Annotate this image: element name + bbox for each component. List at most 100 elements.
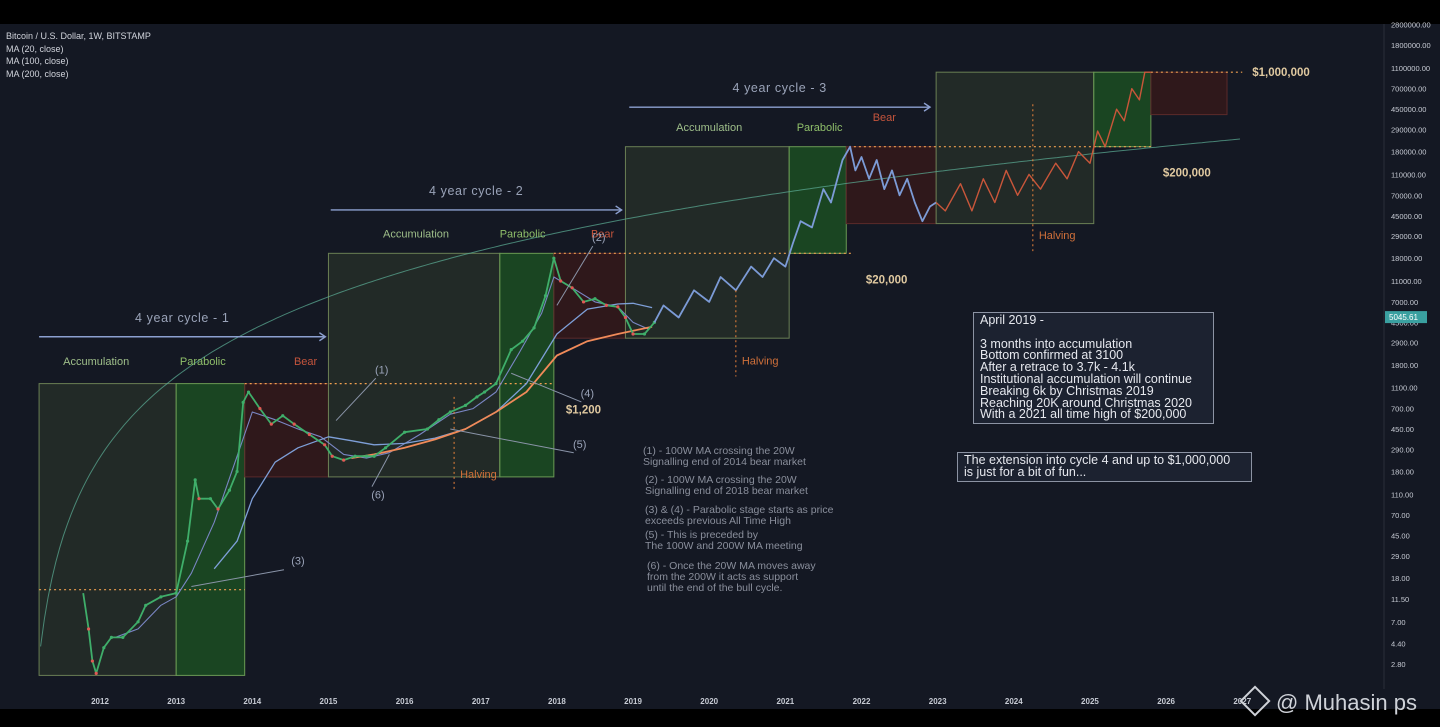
y-tick-label: 290.00 <box>1391 445 1414 454</box>
bear-label: Bear <box>591 229 615 241</box>
x-tick-label: 2025 <box>1081 697 1099 706</box>
y-tick-label: 11000.00 <box>1391 277 1422 286</box>
price-point <box>372 454 376 458</box>
note-2: (2) - 100W MA crossing the 20W Signallin… <box>645 474 808 497</box>
box1-line: Bottom confirmed at 3100 <box>980 348 1124 363</box>
price-point <box>593 297 597 301</box>
price-point <box>623 315 628 320</box>
cycle-label: 4 year cycle - 3 <box>732 81 826 95</box>
current-price-badge <box>1385 311 1427 324</box>
marker-pointer <box>450 428 574 454</box>
price-point <box>521 339 525 343</box>
price-point <box>437 418 441 422</box>
box1-line: Reaching 20K around Christmas 2020 <box>980 395 1192 410</box>
parabolic-label: Parabolic <box>797 122 843 134</box>
price-point <box>86 627 91 631</box>
price-point <box>208 497 213 501</box>
parabolic-label: Parabolic <box>500 229 546 241</box>
bear-zone-1 <box>244 383 329 478</box>
price-point <box>475 395 479 399</box>
accumulation-label: Accumulation <box>63 356 129 368</box>
x-tick-label: 2023 <box>929 697 947 706</box>
price-point <box>509 348 513 352</box>
x-tick-label: 2022 <box>853 697 871 706</box>
price-point <box>136 620 140 624</box>
price-point <box>642 332 647 336</box>
box1-line: After a retrace to 3.7k - 4.1k <box>980 360 1135 375</box>
y-tick-label: 180.00 <box>1391 467 1414 476</box>
note-3: (3) & (4) - Parabolic stage starts as pr… <box>645 504 834 527</box>
y-tick-label: 11.50 <box>1391 595 1409 604</box>
cycle-arrow-head <box>923 102 932 112</box>
x-tick-label: 2020 <box>700 697 718 706</box>
x-tick-label: 2021 <box>776 697 794 706</box>
x-tick-label: 2017 <box>472 697 490 706</box>
legend-title: Bitcoin / U.S. Dollar, 1W, BITSTAMP <box>6 31 151 41</box>
y-tick-label: 450.00 <box>1391 425 1414 434</box>
x-tick-label: 2014 <box>243 697 261 706</box>
box1-line: Institutional accumulation will continue <box>980 371 1192 386</box>
y-tick-label: 450000.00 <box>1391 105 1426 114</box>
cycle-label: 4 year cycle - 1 <box>135 311 229 325</box>
cycle-4-projection-line <box>935 71 1151 212</box>
y-tick-label: 1100.00 <box>1391 384 1418 393</box>
note-4: (5) - This is preceded by The 100W and 2… <box>645 529 803 552</box>
price-point <box>94 671 98 675</box>
cycle-arrow-head <box>615 205 623 215</box>
price-point <box>482 390 487 394</box>
y-tick-label: 1100000.00 <box>1391 64 1430 73</box>
price-point <box>425 427 430 431</box>
accumulation-zone-4 <box>935 71 1095 225</box>
cycle-4-note: The extension into cycle 4 and up to $1,… <box>957 452 1252 482</box>
y-tick-label: 45.00 <box>1391 532 1410 541</box>
y-tick-label: 700000.00 <box>1391 85 1426 94</box>
bear-label: Bear <box>294 356 318 368</box>
parabolic-zone-3 <box>788 146 847 254</box>
price-point <box>235 469 239 474</box>
x-tick-label: 2027 <box>1233 697 1251 706</box>
price-point <box>258 406 262 411</box>
watermark-logo-icon <box>1239 685 1271 717</box>
price-point <box>448 410 452 414</box>
x-tick-label: 2013 <box>167 697 185 706</box>
price-point <box>616 305 620 309</box>
halving-label: Halving <box>460 469 497 481</box>
y-tick-label: 1800000.00 <box>1391 41 1431 50</box>
price-point <box>559 279 563 283</box>
accumulation-zone-2 <box>327 252 501 478</box>
price-level-label: $1,000,000 <box>1252 67 1310 79</box>
price-point <box>463 403 468 407</box>
y-tick-label: 7000.00 <box>1391 298 1418 307</box>
price-point <box>144 603 148 607</box>
parabolic-zone-4 <box>1093 71 1152 148</box>
bear-label: Bear <box>873 112 897 124</box>
price-point <box>102 646 106 650</box>
price-point <box>174 591 178 595</box>
current-price-label: 5045.61 <box>1389 313 1418 322</box>
y-tick-label: 110.00 <box>1391 490 1413 499</box>
note-5: (6) - Once the 20W MA moves away from th… <box>647 560 816 594</box>
price-axis-background <box>1384 24 1440 689</box>
box1-line: Breaking 6k by Christmas 2019 <box>980 383 1154 398</box>
x-tick-label: 2012 <box>91 697 109 706</box>
price-point <box>216 507 220 511</box>
marker-label: (4) <box>581 388 594 400</box>
box1-line: 3 months into accumulation <box>980 336 1133 351</box>
y-tick-label: 1800.00 <box>1391 361 1418 370</box>
projection-line <box>653 145 937 323</box>
y-tick-label: 110000.00 <box>1391 170 1426 179</box>
price-point <box>307 432 312 437</box>
price-point <box>353 454 357 458</box>
price-point <box>330 454 334 458</box>
y-tick-label: 2800000.00 <box>1391 21 1431 30</box>
price-point <box>604 303 608 307</box>
price-level-label: $20,000 <box>866 274 908 286</box>
price-point <box>570 286 574 290</box>
price-point <box>323 443 327 447</box>
y-tick-label: 290000.00 <box>1391 125 1426 134</box>
price-point <box>281 414 285 418</box>
april-2019-note: April 2019 - 3 months into accumulation … <box>973 312 1214 425</box>
marker-pointer <box>191 569 285 588</box>
chart-legend: Bitcoin / U.S. Dollar, 1W, BITSTAMP MA (… <box>6 30 151 80</box>
